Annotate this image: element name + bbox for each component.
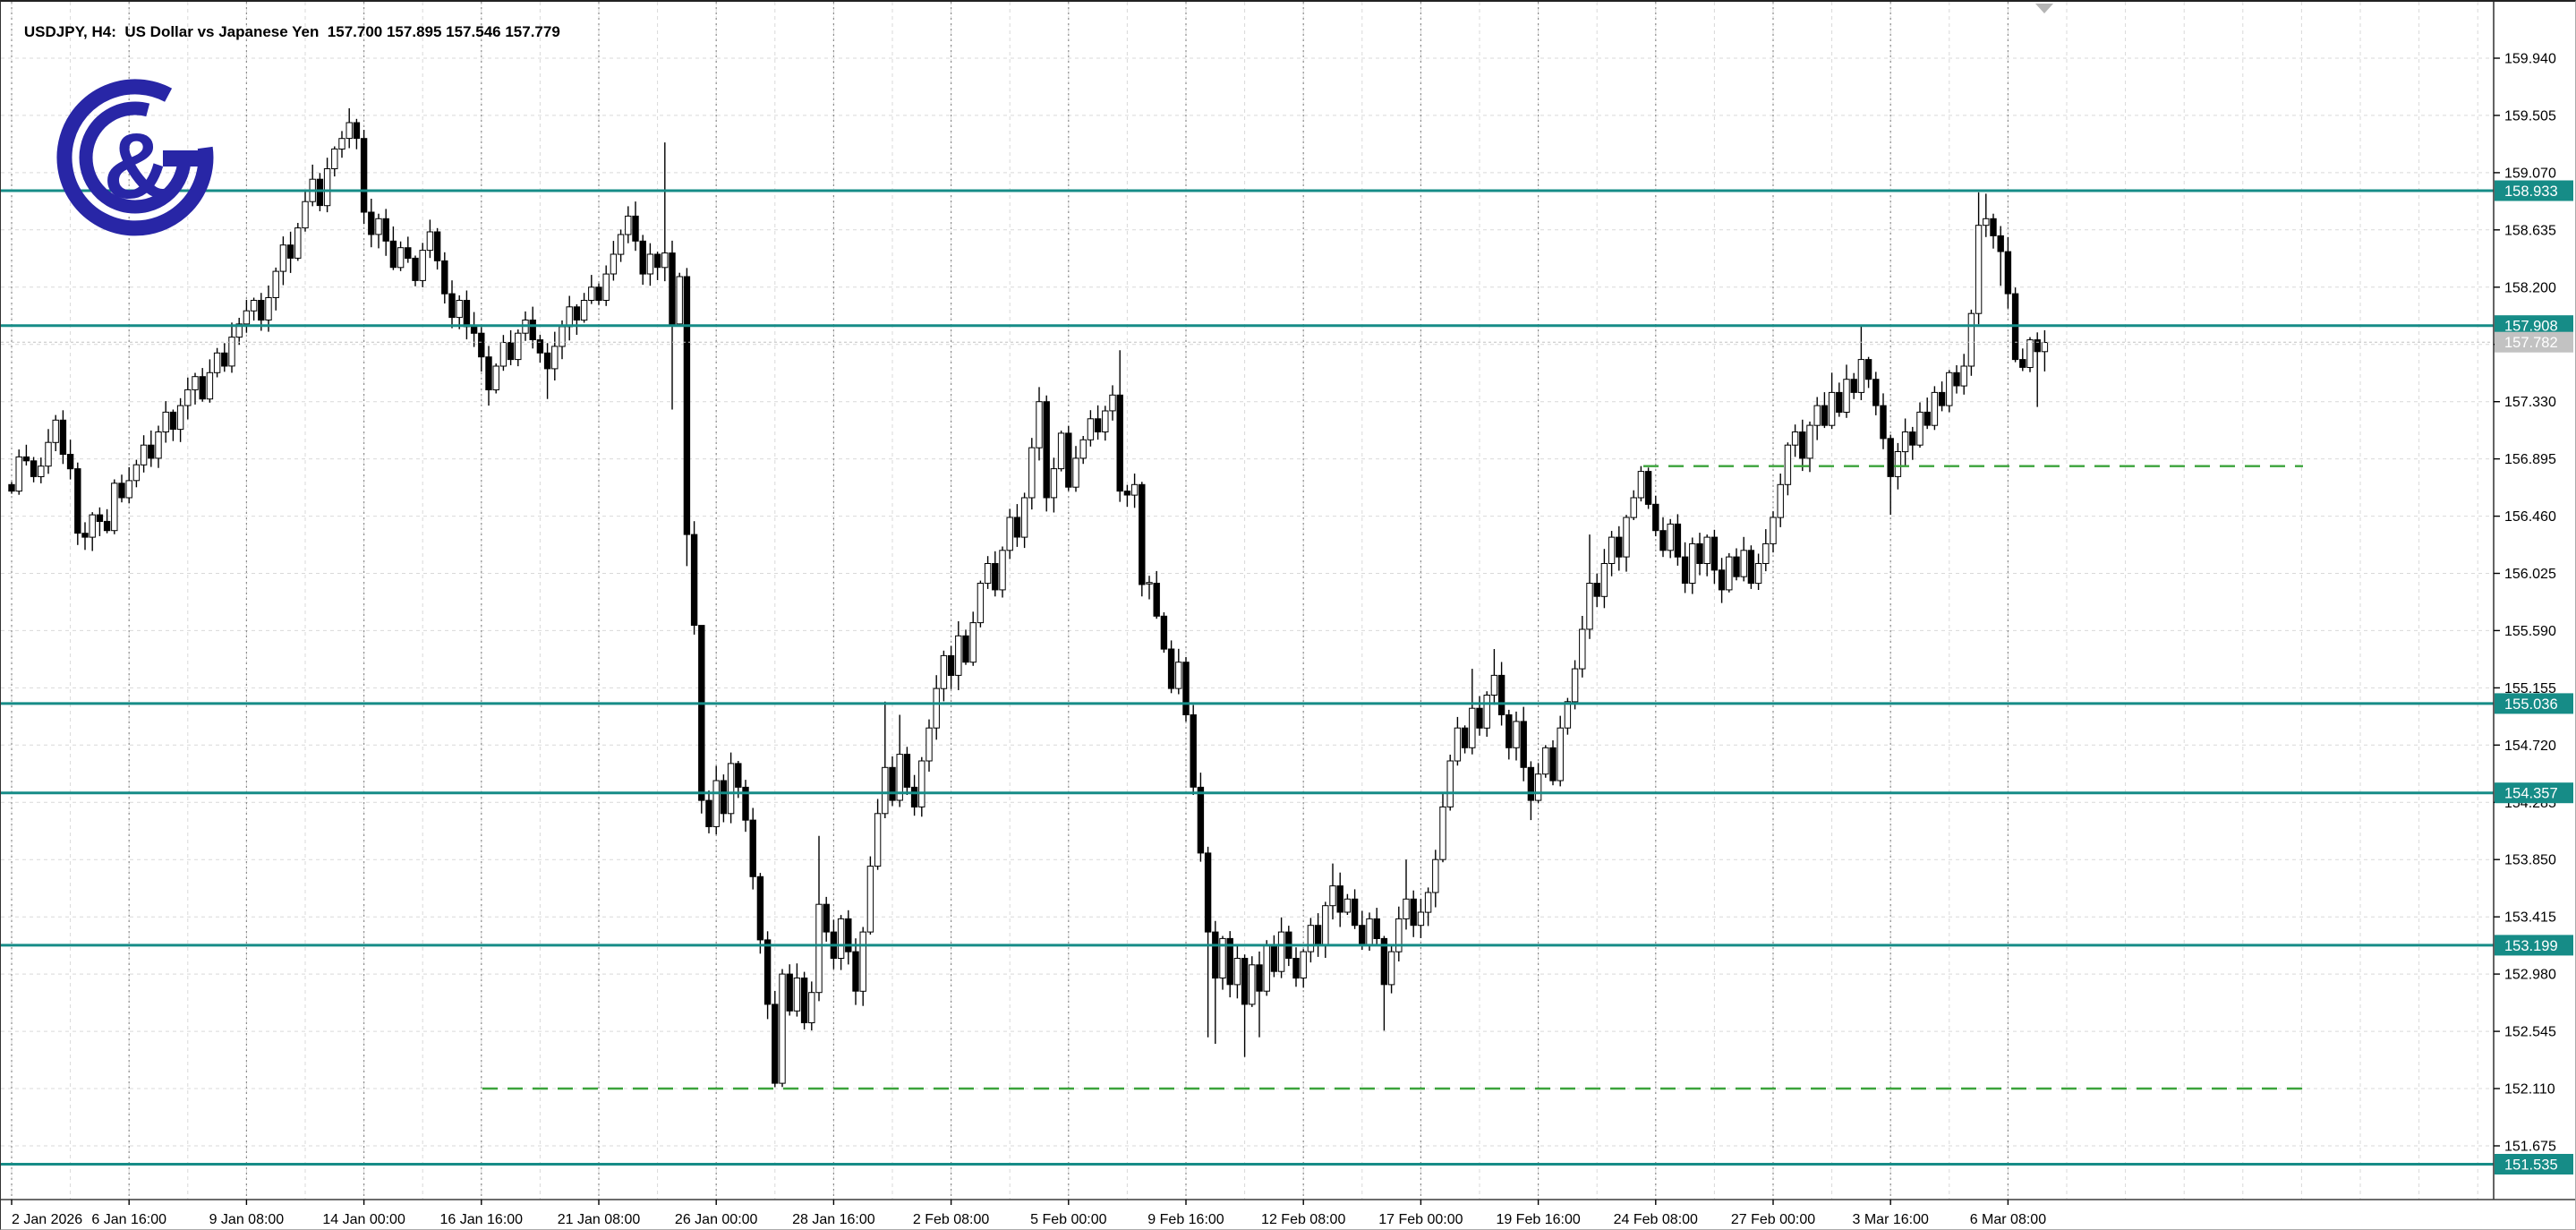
chart-shift-marker[interactable]: [2035, 4, 2053, 13]
support-resistance-lines[interactable]: [1, 189, 2494, 1166]
time-axis-label: 6 Jan 16:00: [91, 1212, 166, 1227]
logo-ampersand: &: [103, 115, 170, 218]
price-axis-label: 154.720: [2504, 739, 2556, 754]
time-axis-label: 2 Jan 2026: [12, 1212, 82, 1227]
chart-title-text: USDJPY, H4: US Dollar vs Japanese Yen 15…: [23, 23, 560, 40]
price-axis-label: 152.980: [2504, 968, 2556, 983]
time-axis-label: 9 Jan 08:00: [209, 1212, 285, 1227]
price-axis-label: 155.590: [2504, 624, 2556, 639]
time-axis-label: 9 Feb 16:00: [1147, 1212, 1224, 1227]
time-axis-label: 6 Mar 08:00: [1970, 1212, 2046, 1227]
svg-text:151.535: 151.535: [2504, 1157, 2558, 1174]
logo-inner-arc: [79, 101, 192, 214]
time-axis-label: 21 Jan 08:00: [558, 1212, 641, 1227]
grid-lines: [1, 2, 2494, 1200]
time-axis-label: 27 Feb 00:00: [1731, 1212, 1815, 1227]
time-axis-label: 14 Jan 00:00: [322, 1212, 405, 1227]
logo-g-bar: [163, 150, 211, 167]
svg-text:158.933: 158.933: [2504, 184, 2558, 200]
price-axis-label: 156.460: [2504, 509, 2556, 525]
svg-text:153.199: 153.199: [2504, 938, 2558, 954]
svg-text:155.036: 155.036: [2504, 696, 2558, 713]
price-axis-label: 153.415: [2504, 910, 2556, 926]
time-axis-label: 3 Mar 16:00: [1853, 1212, 1929, 1227]
time-axis-label: 19 Feb 16:00: [1496, 1212, 1580, 1227]
price-axis-label: 156.025: [2504, 567, 2556, 582]
price-axis-label: 151.675: [2504, 1140, 2556, 1155]
dashed-ray-lines[interactable]: [482, 465, 2303, 1090]
time-axis-label: 2 Feb 08:00: [913, 1212, 990, 1227]
price-axis-label: 157.330: [2504, 395, 2556, 410]
price-axis-label: 155.155: [2504, 681, 2556, 696]
svg-text:154.357: 154.357: [2504, 786, 2558, 802]
svg-text:157.908: 157.908: [2504, 319, 2558, 335]
svg-text:157.782: 157.782: [2504, 335, 2558, 351]
price-axis-label: 158.635: [2504, 223, 2556, 238]
price-axis-label: 152.545: [2504, 1025, 2556, 1040]
candles-layer: [8, 107, 2049, 1088]
price-axis-label: 153.850: [2504, 853, 2556, 868]
time-axis-label: 28 Jan 16:00: [792, 1212, 875, 1227]
price-axis-label: 156.895: [2504, 452, 2556, 467]
time-axis-label: 16 Jan 16:00: [440, 1212, 524, 1227]
price-axis-label: 158.200: [2504, 280, 2556, 295]
chart-title: USDJPY, H4: US Dollar vs Japanese Yen 15…: [7, 5, 560, 59]
level-price-tags: 158.933 157.908 155.036 154.357 153.199 151.5…: [2495, 180, 2573, 1174]
time-axis-label: 12 Feb 08:00: [1261, 1212, 1345, 1227]
price-axis-label: 159.940: [2504, 52, 2556, 67]
price-axis-label: 159.505: [2504, 108, 2556, 124]
time-axis-label: 26 Jan 00:00: [675, 1212, 758, 1227]
time-axis-label: 5 Feb 00:00: [1030, 1212, 1107, 1227]
price-axis-label: 159.070: [2504, 166, 2556, 181]
time-axis-label: 17 Feb 00:00: [1378, 1212, 1463, 1227]
time-axis-label: 24 Feb 08:00: [1614, 1212, 1698, 1227]
price-axis-label: 152.110: [2504, 1082, 2555, 1098]
logo-outer-arc: [56, 79, 214, 236]
broker-logo: &: [56, 79, 214, 236]
time-axis[interactable]: 2 Jan 2026 6 Jan 16:00 9 Jan 08:00 14 Jan 0…: [1, 1199, 2576, 1230]
